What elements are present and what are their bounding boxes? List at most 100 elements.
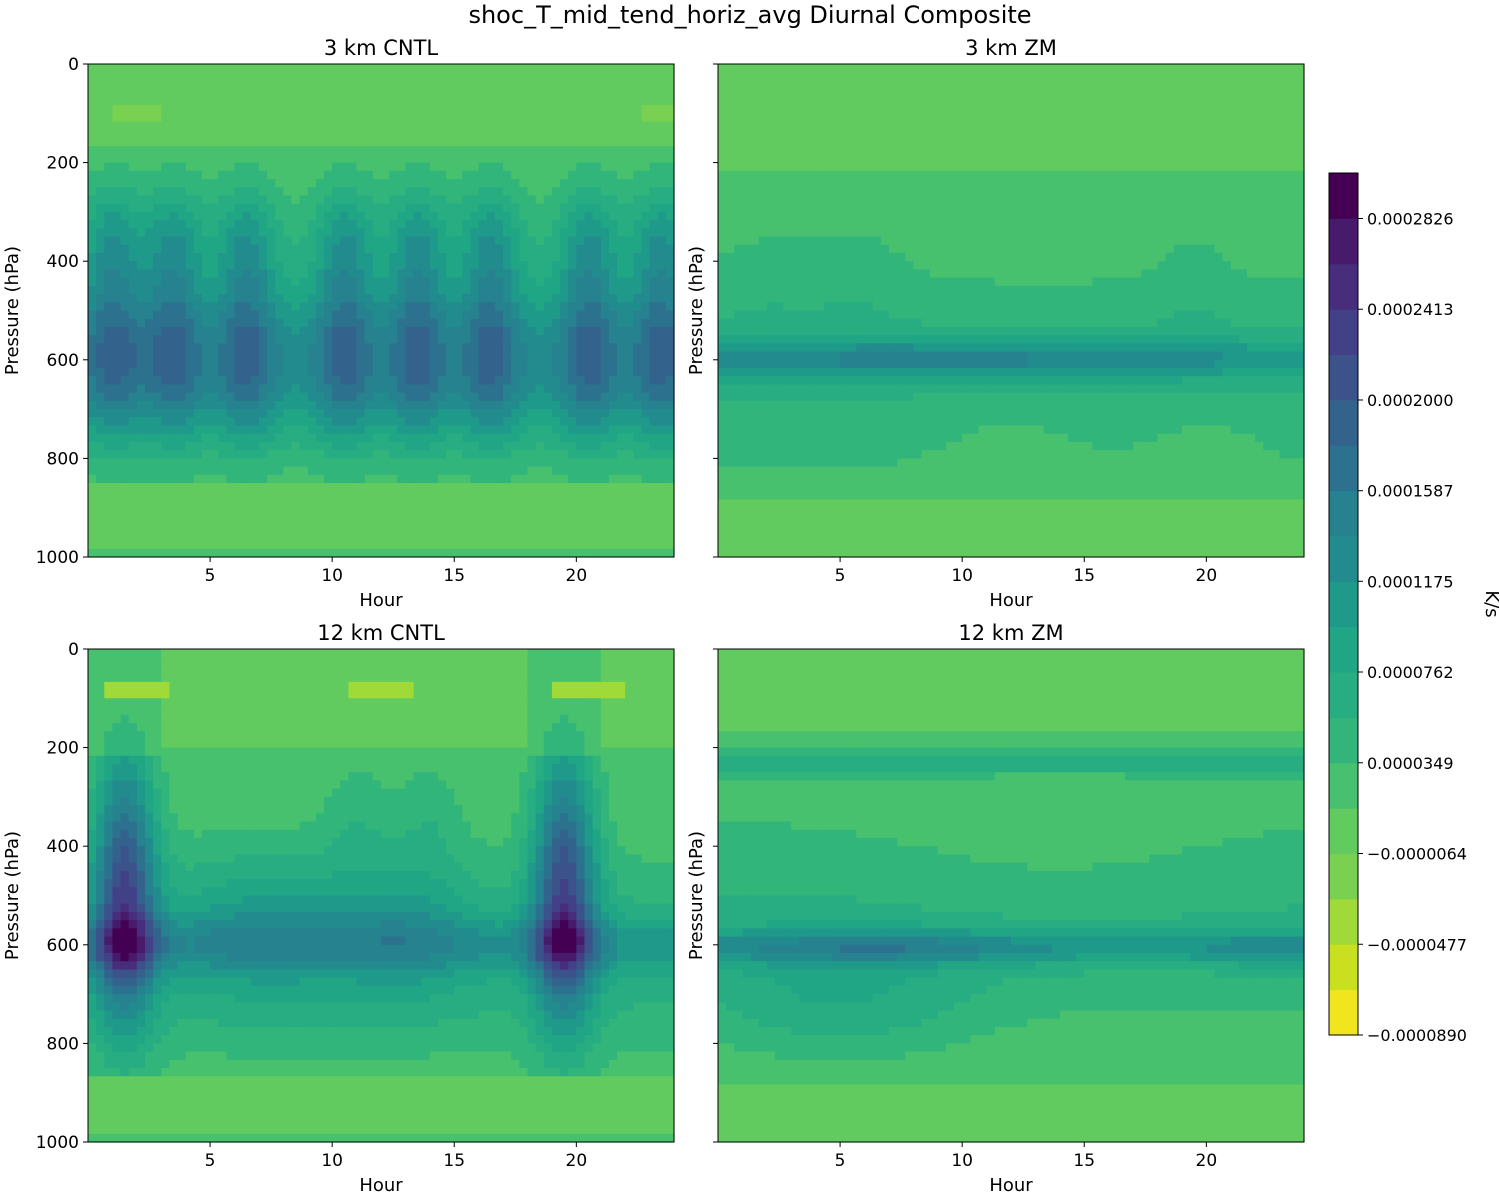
contour-cell bbox=[104, 532, 114, 542]
contour-cell bbox=[413, 64, 423, 73]
contour-cell bbox=[291, 483, 301, 492]
contour-cell bbox=[641, 483, 651, 492]
contour-cell bbox=[307, 491, 317, 501]
contour-cell bbox=[315, 540, 325, 550]
contour-cell bbox=[437, 409, 447, 418]
contour-cell bbox=[324, 64, 333, 73]
contour-cell bbox=[210, 540, 219, 550]
contour-cell bbox=[283, 64, 293, 73]
contour-cell bbox=[1059, 64, 1069, 73]
contour-cell bbox=[291, 392, 301, 402]
contour-cell bbox=[584, 441, 594, 451]
contour-cell bbox=[633, 499, 643, 509]
contour-cell bbox=[120, 269, 130, 279]
contour-cell bbox=[657, 318, 667, 328]
contour-cell bbox=[560, 302, 569, 312]
contour-cell bbox=[608, 425, 618, 435]
contour-cell bbox=[332, 417, 341, 427]
contour-cell bbox=[128, 524, 138, 533]
contour-cell bbox=[551, 285, 561, 295]
contour-cell bbox=[405, 359, 415, 369]
contour-cell bbox=[665, 170, 675, 180]
contour-cell bbox=[177, 285, 187, 295]
contour-cell bbox=[364, 285, 374, 295]
contour-cell bbox=[136, 507, 146, 517]
contour-cell bbox=[161, 458, 170, 468]
contour-cell bbox=[267, 351, 276, 361]
contour-cell bbox=[494, 64, 504, 73]
contour-cell bbox=[120, 121, 130, 131]
contour-cell bbox=[144, 252, 154, 262]
contour-cell bbox=[584, 335, 594, 344]
contour-cell bbox=[600, 146, 610, 155]
contour-cell bbox=[226, 491, 236, 501]
contour-cell bbox=[307, 540, 317, 550]
contour-cell bbox=[112, 524, 122, 533]
contour-cell bbox=[454, 96, 463, 106]
contour-cell bbox=[437, 244, 447, 254]
contour-cell bbox=[210, 326, 219, 336]
contour-cell bbox=[478, 400, 488, 410]
contour-cell bbox=[742, 129, 752, 139]
contour-cell bbox=[494, 507, 504, 517]
contour-cell bbox=[462, 96, 472, 106]
contour-cell bbox=[617, 285, 626, 295]
contour-cell bbox=[258, 277, 268, 287]
contour-cell bbox=[405, 285, 415, 295]
contour-cell bbox=[831, 121, 841, 131]
contour-cell bbox=[625, 318, 634, 328]
contour-cell bbox=[193, 220, 203, 229]
contour-cell bbox=[986, 105, 996, 114]
contour-cell bbox=[600, 121, 610, 131]
contour-cell bbox=[185, 302, 195, 312]
contour-cell bbox=[519, 302, 529, 312]
contour-cell bbox=[88, 179, 97, 188]
contour-cell bbox=[625, 310, 634, 320]
contour-cell bbox=[592, 417, 602, 427]
contour-cell bbox=[120, 137, 130, 147]
contour-cell bbox=[413, 532, 423, 542]
contour-cell bbox=[527, 113, 537, 123]
contour-cell bbox=[381, 162, 390, 172]
contour-cell bbox=[307, 228, 317, 238]
contour-cell bbox=[986, 72, 996, 82]
contour-cell bbox=[201, 64, 211, 73]
contour-cell bbox=[503, 326, 512, 336]
contour-cell bbox=[494, 359, 504, 369]
contour-cell bbox=[177, 236, 187, 246]
contour-cell bbox=[397, 335, 407, 344]
contour-cell bbox=[226, 105, 236, 114]
contour-cell bbox=[372, 540, 382, 550]
contour-cell bbox=[397, 524, 407, 533]
contour-cell bbox=[153, 499, 162, 509]
contour-cell bbox=[592, 195, 602, 205]
contour-cell bbox=[446, 179, 455, 188]
contour-cell bbox=[1084, 72, 1093, 82]
contour-cell bbox=[144, 244, 154, 254]
contour-cell bbox=[551, 88, 561, 98]
contour-cell bbox=[96, 269, 105, 279]
contour-cell bbox=[641, 450, 651, 459]
contour-cell bbox=[600, 302, 610, 312]
contour-cell bbox=[324, 269, 333, 279]
contour-cell bbox=[462, 187, 472, 197]
contour-cell bbox=[364, 146, 374, 155]
contour-cell bbox=[201, 137, 211, 147]
contour-cell bbox=[88, 80, 97, 90]
contour-cell bbox=[945, 105, 955, 114]
contour-cell bbox=[112, 121, 122, 131]
contour-cell bbox=[535, 302, 545, 312]
contour-cell bbox=[275, 211, 284, 221]
contour-cell bbox=[429, 326, 439, 336]
contour-cell bbox=[177, 458, 187, 468]
contour-cell bbox=[364, 179, 374, 188]
contour-cell bbox=[267, 252, 276, 262]
contour-cell bbox=[462, 368, 472, 377]
contour-cell bbox=[437, 121, 447, 131]
contour-cell bbox=[750, 113, 760, 123]
contour-cell bbox=[1255, 121, 1264, 131]
contour-cell bbox=[136, 294, 146, 303]
contour-cell bbox=[112, 162, 122, 172]
contour-cell bbox=[96, 441, 105, 451]
contour-cell bbox=[470, 343, 480, 353]
